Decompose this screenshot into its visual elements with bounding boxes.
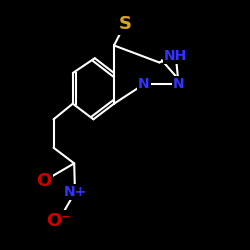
Text: S: S — [118, 15, 132, 33]
Text: N+: N+ — [64, 185, 87, 199]
Text: O: O — [36, 172, 52, 190]
Text: N: N — [173, 77, 184, 91]
Text: NH: NH — [164, 49, 188, 63]
Text: N: N — [138, 77, 149, 91]
Text: O⁻: O⁻ — [46, 212, 71, 230]
